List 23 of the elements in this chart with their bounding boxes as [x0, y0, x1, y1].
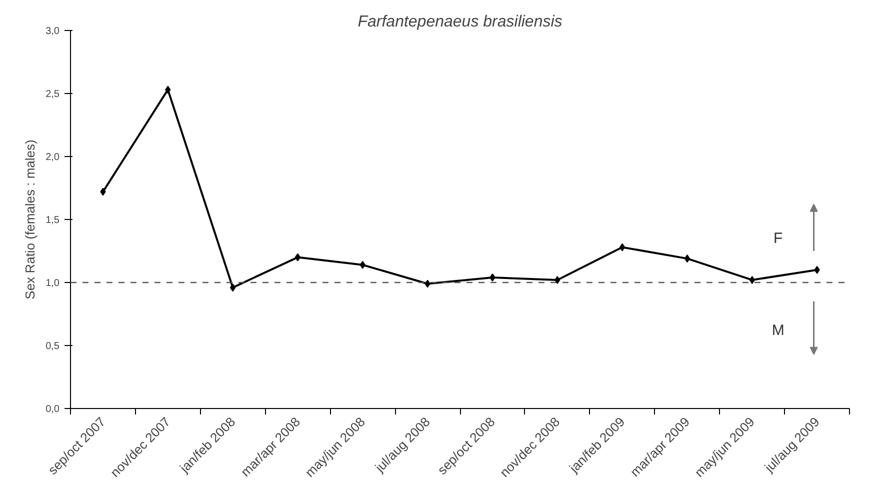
y-tick-label: 0,0: [46, 404, 60, 415]
point: [749, 276, 755, 284]
annotation: F: [774, 230, 783, 247]
point: [230, 284, 236, 292]
chart-title: Farfantepenaeus brasiliensis: [358, 14, 562, 30]
point: [684, 254, 690, 263]
point: [294, 253, 301, 262]
point: [424, 280, 430, 288]
point: [554, 276, 560, 284]
point: [490, 273, 496, 282]
point: [619, 243, 626, 252]
point: [360, 260, 366, 269]
y-tick-label: 0,5: [46, 341, 60, 352]
point: [814, 266, 820, 274]
point: [100, 188, 106, 196]
y-tick-label: 1,0: [46, 278, 60, 289]
y-tick-label: 3,0: [46, 26, 60, 37]
y-tick-label: 1,5: [46, 215, 60, 226]
annotation: M: [772, 322, 784, 339]
y-tick-label: 2,0: [46, 152, 60, 163]
y-tick-label: 2,5: [46, 89, 60, 100]
y-axis-title: Sex Ratio (females : males): [22, 140, 38, 300]
point: [165, 86, 171, 94]
